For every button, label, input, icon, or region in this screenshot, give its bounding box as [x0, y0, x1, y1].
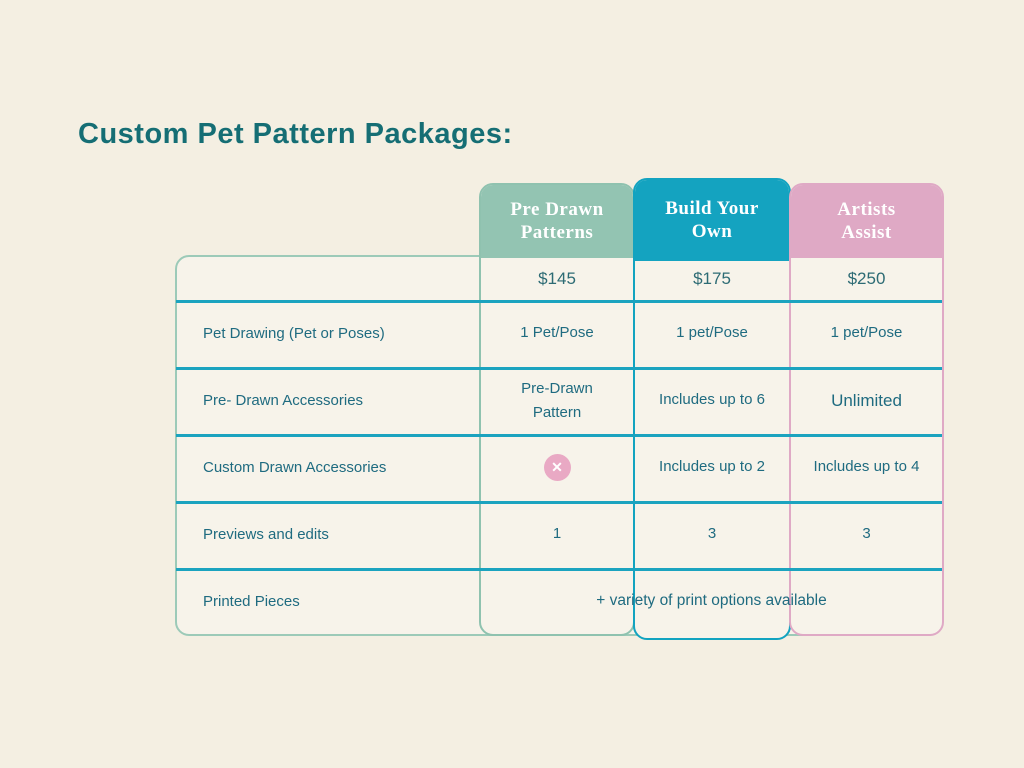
row-divider: [176, 300, 942, 303]
row-divider: [176, 568, 942, 571]
row-divider: [176, 367, 942, 370]
price-build-your-own: $175: [693, 268, 731, 288]
cell-previews-and-edits-col3: 3: [862, 525, 871, 543]
column-title-line: Build Your: [665, 198, 759, 220]
price-pre-drawn-patterns: $145: [538, 268, 576, 288]
column-title-line: Artists: [837, 199, 896, 221]
cell-pet-drawing-col3: 1 pet/Pose: [830, 324, 903, 342]
column-title-line: Patterns: [520, 221, 594, 243]
cell-custom-drawn-accessories-col3: Includes up to 4: [813, 458, 920, 476]
column-title-line: Assist: [841, 221, 892, 243]
column-title-line: Pre Drawn: [510, 199, 604, 221]
page-title: Custom Pet Pattern Packages:: [78, 118, 513, 150]
cell-pre-drawn-accessories-col2: Includes up to 6: [659, 391, 765, 409]
row-divider: [176, 501, 942, 504]
price-artists-assist: $250: [847, 268, 886, 288]
cell-pre-drawn-accessories-col1: Pre-Drawn Pattern: [481, 367, 633, 434]
cell-custom-drawn-accessories-col2: Includes up to 2: [659, 458, 765, 476]
cell-custom-drawn-accessories-col1: ✕: [481, 434, 633, 501]
cell-pet-drawing-col1: 1 Pet/Pose: [520, 324, 594, 342]
cell-previews-and-edits-col2: 3: [707, 525, 717, 543]
x-circle-icon: ✕: [543, 454, 571, 481]
row-divider: [176, 434, 942, 437]
row-label-pet-drawing: Pet Drawing (Pet or Poses): [203, 325, 385, 342]
cell-pet-drawing-col2: 1 pet/Pose: [676, 324, 748, 342]
column-header-pre-drawn-patterns: Pre Drawn Patterns: [481, 185, 633, 258]
cell-previews-and-edits-col1: 1: [552, 525, 562, 543]
cell-text: Pre-Drawn Pattern: [521, 380, 593, 421]
column-card-pre-drawn-patterns: Pre Drawn Patterns: [479, 183, 635, 636]
row-label-previews-and-edits: Previews and edits: [203, 526, 329, 543]
column-header-build-your-own: Build Your Own: [635, 180, 789, 261]
row-label-printed-pieces: Printed Pieces: [203, 593, 300, 610]
row-label-pre-drawn-accessories: Pre- Drawn Accessories: [203, 392, 364, 409]
column-title-line: Own: [691, 220, 733, 242]
row-label-custom-drawn-accessories: Custom Drawn Accessories: [203, 459, 387, 476]
column-card-build-your-own: Build Your Own: [633, 178, 791, 640]
column-header-artists-assist: Artists Assist: [791, 185, 942, 258]
column-card-artists-assist: Artists Assist: [789, 183, 944, 636]
cell-printed-pieces-merged: + variety of print options available: [596, 592, 827, 609]
cell-pre-drawn-accessories-col3: Unlimited: [831, 390, 902, 410]
